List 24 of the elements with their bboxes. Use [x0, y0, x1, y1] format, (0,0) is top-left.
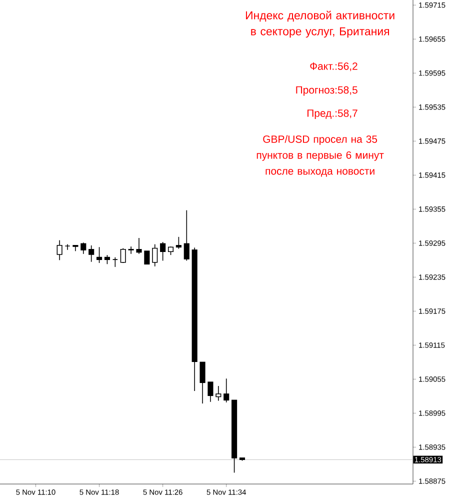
text: Индекс деловой активности в секторе услуг, Британия	[246, 10, 394, 38]
candlestick	[56, 240, 62, 261]
candlestick	[160, 242, 166, 262]
candlestick	[120, 248, 126, 264]
annotation: Прогноз:58,5	[296, 86, 358, 96]
candlestick	[104, 254, 110, 265]
annotation: GBP/USD просел на 35 пунктов в первые 6 минут после выхода новости	[256, 135, 384, 177]
candlestick	[200, 362, 206, 404]
candlestick	[88, 245, 94, 262]
candlestick	[96, 246, 102, 264]
candlestick	[112, 256, 118, 268]
candlestick	[80, 242, 86, 254]
candlestick	[152, 244, 158, 267]
candlestick	[184, 210, 190, 262]
candlestick	[136, 238, 142, 254]
candlestick	[216, 386, 222, 402]
candlestick	[64, 244, 70, 250]
candlestick	[128, 246, 134, 254]
candlestick	[224, 378, 230, 403]
annotation: Пред.:58,7	[307, 109, 358, 119]
candlestick	[144, 250, 150, 265]
candlestick	[176, 236, 182, 250]
candlestick	[208, 382, 214, 402]
annotation: Факт.:56,2	[310, 62, 358, 72]
